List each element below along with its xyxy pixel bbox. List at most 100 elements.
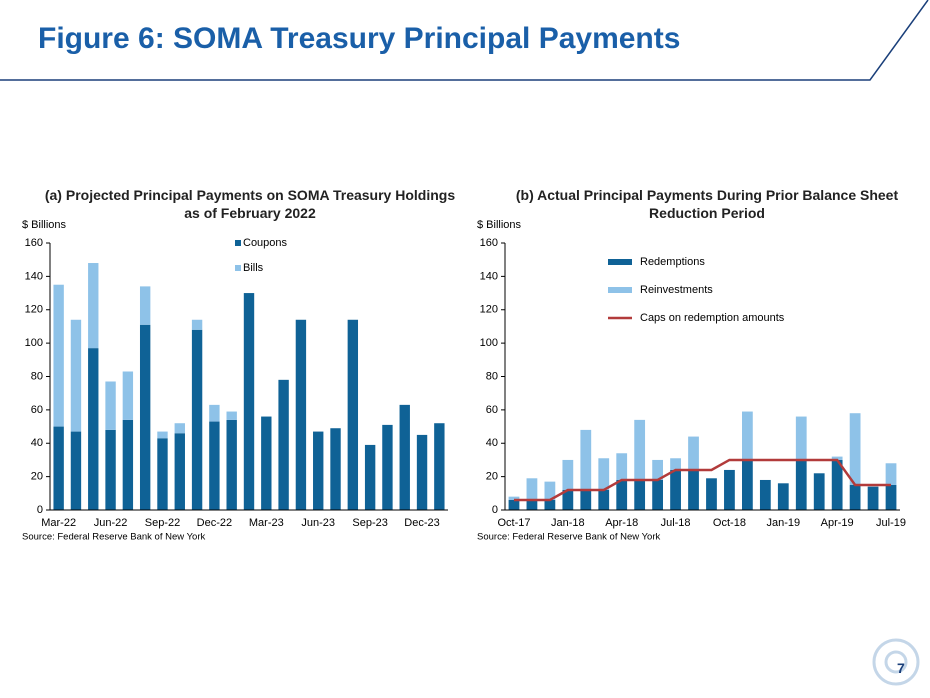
legend-swatch (235, 265, 241, 271)
bar (580, 489, 592, 510)
bar (53, 284, 64, 427)
x-tick-label: Apr-18 (605, 517, 638, 529)
bar (724, 469, 735, 510)
bar (759, 479, 771, 510)
y-tick-label: 20 (486, 471, 498, 483)
x-tick-label: Jan-18 (551, 517, 585, 529)
bar (652, 479, 663, 510)
y-tick-label: 80 (31, 370, 43, 382)
bar (706, 478, 717, 510)
legend-swatch (608, 287, 632, 293)
bar (105, 429, 116, 510)
x-tick-label: Sep-22 (145, 517, 180, 529)
legend-label: Reinvestments (640, 284, 713, 296)
bar (53, 426, 64, 510)
x-tick-label: Apr-19 (821, 517, 854, 529)
chart-title: (a) Projected Principal Payments on SOMA… (44, 187, 456, 221)
y-tick-label: 120 (480, 304, 498, 316)
y-tick-label: 20 (31, 471, 43, 483)
bar (544, 499, 556, 510)
bar (526, 499, 538, 510)
y-tick-label: 100 (25, 337, 43, 349)
x-tick-label: Jun-23 (301, 517, 335, 529)
bar (634, 419, 646, 480)
bar (849, 413, 861, 485)
legend-swatch (608, 259, 632, 265)
bar (209, 404, 220, 422)
bar (616, 453, 628, 480)
y-tick-label: 140 (480, 270, 498, 282)
bar (122, 371, 134, 420)
legend-label: Caps on redemption amounts (640, 312, 785, 324)
y-tick-label: 160 (25, 237, 43, 249)
header-rule (0, 0, 929, 81)
x-tick-label: Oct-17 (497, 517, 530, 529)
bar (209, 421, 220, 510)
bar (157, 431, 168, 439)
bar (831, 456, 843, 460)
bar (70, 431, 82, 510)
bar (831, 459, 843, 510)
bar (174, 423, 185, 434)
x-tick-label: Dec-22 (197, 517, 232, 529)
legend-swatch (235, 240, 241, 246)
y-tick-label: 160 (480, 237, 498, 249)
bar (598, 458, 610, 490)
bar (261, 416, 272, 510)
bar (688, 469, 699, 510)
bar (347, 319, 359, 510)
bar (508, 496, 520, 500)
x-tick-label: Jun-22 (94, 517, 128, 529)
bar (243, 293, 255, 510)
bar (508, 499, 520, 510)
bar (616, 479, 628, 510)
bar (795, 416, 807, 460)
y-tick-label: 140 (25, 270, 43, 282)
bar (157, 438, 168, 510)
bar (122, 419, 134, 510)
bar (191, 329, 203, 510)
bar (434, 423, 445, 510)
bar (174, 433, 185, 510)
bar (382, 424, 393, 510)
bar (278, 379, 289, 510)
bar (813, 473, 825, 510)
legend-label: Coupons (243, 237, 288, 249)
bar (295, 319, 307, 510)
x-tick-label: Mar-23 (249, 517, 284, 529)
bar (849, 484, 861, 510)
x-tick-label: Sep-23 (352, 517, 387, 529)
bar (416, 434, 428, 510)
y-tick-label: 0 (37, 504, 43, 516)
bar (364, 444, 376, 510)
bar (544, 481, 556, 500)
bar (867, 486, 879, 510)
bar (580, 429, 592, 490)
bar (562, 459, 574, 490)
bar (670, 469, 681, 510)
x-tick-label: Dec-23 (404, 517, 439, 529)
page-number: 7 (897, 660, 905, 676)
bar (88, 348, 99, 510)
y-tick-label: 60 (31, 404, 43, 416)
x-tick-label: Oct-18 (713, 517, 746, 529)
bar (742, 459, 753, 510)
bar (526, 478, 538, 500)
bar (562, 489, 574, 510)
bar (652, 459, 663, 480)
bar (795, 459, 807, 510)
y-axis-label: $ Billions (477, 219, 522, 231)
legend-label: Bills (243, 262, 264, 274)
bar (634, 479, 646, 510)
y-tick-label: 80 (486, 370, 498, 382)
bar (88, 263, 99, 349)
y-tick-label: 60 (486, 404, 498, 416)
bar (139, 324, 151, 510)
bar (226, 419, 237, 510)
bar (688, 436, 699, 470)
bar (330, 428, 341, 510)
bar (777, 483, 789, 510)
bar (313, 431, 324, 510)
